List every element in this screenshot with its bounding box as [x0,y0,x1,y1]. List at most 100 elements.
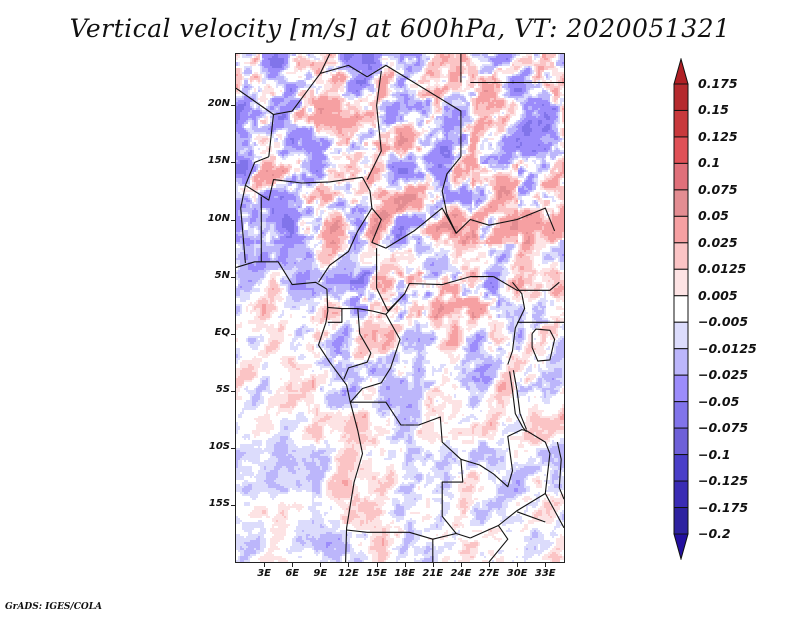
colorbar-level-label: 0.125 [698,128,738,144]
colorbar-level-label: −0.05 [698,393,740,409]
lon-tick-label: 33E [534,568,556,579]
colorbar-swatch [673,162,689,191]
lat-tick-label: 20N [207,98,230,110]
colorbar-level-label: 0.0125 [698,261,747,277]
boundary-line [493,276,560,291]
colorbar-level-label: 0.1 [698,155,721,171]
lon-tick-label: 27E [478,568,500,579]
colorbar-level-label: −0.1 [698,446,731,462]
lon-tick-label: 12E [338,568,359,579]
lon-tick-mark [460,562,462,567]
colorbar-swatch [673,401,689,429]
boundary-line [346,529,471,540]
boundary-line [507,281,526,365]
lon-tick-mark [489,562,491,567]
colorbar-swatch [673,427,689,456]
colorbar-level-label: 0.15 [698,102,729,118]
lat-tick-mark [231,447,236,449]
lon-tick-label: 30E [506,568,528,579]
lon-tick-mark [292,562,294,567]
chart-title: Vertical velocity [m/s] at 600hPa, VT: 2… [69,14,731,43]
lat-tick-mark [231,105,236,107]
lon-tick-mark [404,562,406,567]
boundary-line [512,370,528,430]
lat-tick-mark [231,504,236,506]
boundary-line [343,308,372,380]
boundary-line [441,156,556,234]
colorbar-level-label: 0.175 [698,76,738,91]
colorbar-swatch [673,189,689,217]
boundary-line [516,511,546,523]
lat-tick-mark [231,390,236,392]
lat-tick-label: 10S [208,440,230,452]
lat-tick-label: 15N [207,155,230,167]
lon-tick-mark [376,562,378,567]
lat-tick-mark [231,219,236,221]
colorbar-swatch [673,109,689,138]
colorbar-level-label: −0.075 [698,420,749,436]
map-panel [236,54,564,562]
lat-tick-mark [231,333,236,335]
boundary-line [531,328,556,362]
colorbar-level-label: 0.005 [698,287,738,303]
colorbar-swatch [673,136,689,164]
boundary-line [460,429,551,539]
boundary-line [556,441,564,500]
boundary-line [350,401,464,534]
colorbar-swatch [673,215,689,244]
colorbar-swatch [673,242,689,270]
lon-tick-mark [348,562,350,567]
lon-tick-label: 3E [257,568,271,579]
lat-tick-label: EQ [214,326,230,338]
colorbar-swatch [673,83,689,111]
colorbar-swatch [673,295,689,323]
colorbar-level-label: 0.025 [698,234,738,250]
boundary-line [236,64,368,116]
boundary-line [236,261,364,562]
colorbar-swatch [673,507,689,535]
colorbar-swatch [673,321,689,350]
boundary-line [327,308,343,323]
colorbar-swatch [673,454,689,482]
lon-tick-mark [264,562,266,567]
boundary-line [544,493,564,529]
colorbar [673,58,689,560]
colorbar-max-arrow [673,58,689,85]
boundary-line [366,64,462,157]
colorbar-level-label: −0.005 [698,314,749,330]
lon-tick-label: 9E [313,568,328,579]
lon-tick-mark [545,562,547,567]
lon-tick-label: 21E [422,568,444,579]
lon-tick-label: 15E [366,568,387,579]
colorbar-level-label: −0.2 [698,526,731,541]
vertical-velocity-field [236,54,564,562]
boundary-line [318,177,373,283]
lon-tick-mark [517,562,519,567]
lat-tick-label: 5N [214,269,230,281]
country-borders [236,54,564,562]
boundary-line [240,156,270,209]
lat-tick-label: 10N [207,212,230,224]
boundary-line [488,525,509,562]
colorbar-min-arrow [673,533,689,560]
lon-tick-mark [320,562,322,567]
boundary-line [349,314,401,403]
colorbar-level-label: 0.05 [698,208,729,224]
boundary-line [376,248,494,312]
boundary-line [509,371,527,433]
colorbar-level-label: −0.025 [698,367,749,383]
lon-tick-label: 6E [285,568,300,579]
lat-tick-mark [231,276,236,278]
lon-tick-mark [432,562,434,567]
colorbar-level-label: 0.075 [698,181,738,197]
boundary-line [245,176,363,201]
grads-credit: GrADS: IGES/COLA [5,602,103,612]
boundary-line [268,114,275,157]
lat-tick-mark [231,162,236,164]
colorbar-swatch [673,268,689,297]
colorbar-swatch [673,348,689,376]
boundary-line [371,207,457,249]
lon-tick-label: 24E [450,568,472,579]
boundary-line [366,71,382,180]
lat-tick-label: 5S [215,383,230,395]
